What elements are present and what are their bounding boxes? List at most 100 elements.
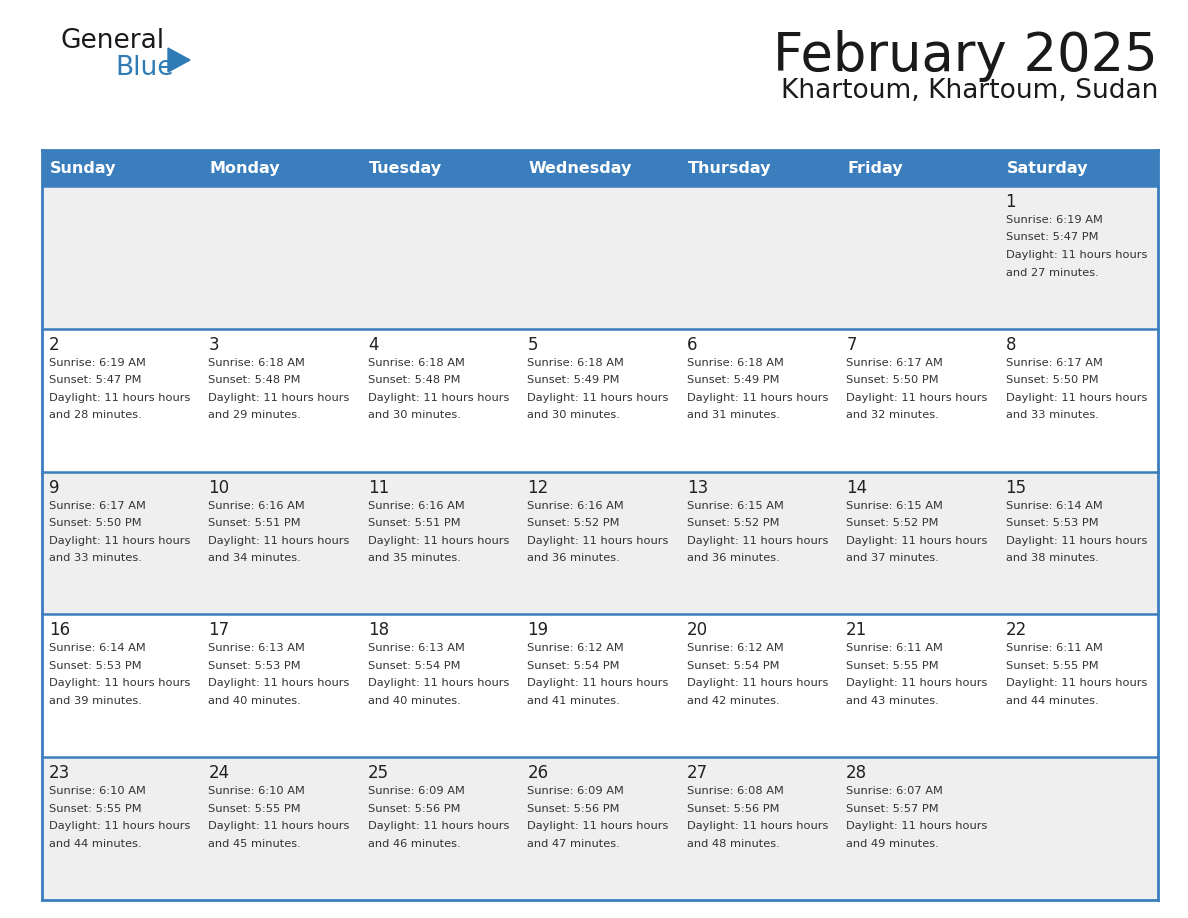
Text: 26: 26 — [527, 764, 549, 782]
Text: and 27 minutes.: and 27 minutes. — [1005, 267, 1099, 277]
Text: Sunset: 5:56 PM: Sunset: 5:56 PM — [527, 803, 620, 813]
Text: and 38 minutes.: and 38 minutes. — [1005, 554, 1099, 563]
Text: Daylight: 11 hours hours: Daylight: 11 hours hours — [208, 393, 349, 403]
Text: Sunrise: 6:13 AM: Sunrise: 6:13 AM — [368, 644, 465, 654]
Text: Sunset: 5:53 PM: Sunset: 5:53 PM — [208, 661, 301, 671]
Text: and 40 minutes.: and 40 minutes. — [368, 696, 461, 706]
Text: 13: 13 — [687, 478, 708, 497]
Text: Daylight: 11 hours hours: Daylight: 11 hours hours — [368, 678, 510, 688]
Text: and 30 minutes.: and 30 minutes. — [368, 410, 461, 420]
Text: Sunset: 5:52 PM: Sunset: 5:52 PM — [687, 518, 779, 528]
Text: Sunrise: 6:15 AM: Sunrise: 6:15 AM — [846, 500, 943, 510]
Text: Thursday: Thursday — [688, 161, 771, 175]
Text: and 30 minutes.: and 30 minutes. — [527, 410, 620, 420]
Text: and 36 minutes.: and 36 minutes. — [527, 554, 620, 563]
Text: Sunrise: 6:18 AM: Sunrise: 6:18 AM — [527, 358, 624, 368]
Text: 15: 15 — [1005, 478, 1026, 497]
Text: Daylight: 11 hours hours: Daylight: 11 hours hours — [687, 822, 828, 831]
Text: Sunrise: 6:12 AM: Sunrise: 6:12 AM — [687, 644, 783, 654]
Text: Sunset: 5:48 PM: Sunset: 5:48 PM — [368, 375, 461, 386]
Text: Sunrise: 6:09 AM: Sunrise: 6:09 AM — [368, 786, 465, 796]
Text: and 44 minutes.: and 44 minutes. — [1005, 696, 1098, 706]
Text: 12: 12 — [527, 478, 549, 497]
Text: Daylight: 11 hours hours: Daylight: 11 hours hours — [687, 535, 828, 545]
Text: and 33 minutes.: and 33 minutes. — [49, 554, 141, 563]
Text: 23: 23 — [49, 764, 70, 782]
Text: Sunday: Sunday — [50, 161, 116, 175]
Text: Sunrise: 6:09 AM: Sunrise: 6:09 AM — [527, 786, 624, 796]
Text: Sunrise: 6:18 AM: Sunrise: 6:18 AM — [687, 358, 784, 368]
Text: Daylight: 11 hours hours: Daylight: 11 hours hours — [49, 678, 190, 688]
Text: Sunset: 5:54 PM: Sunset: 5:54 PM — [527, 661, 620, 671]
Text: Monday: Monday — [209, 161, 280, 175]
Text: Sunset: 5:55 PM: Sunset: 5:55 PM — [846, 661, 939, 671]
Text: Sunset: 5:50 PM: Sunset: 5:50 PM — [846, 375, 939, 386]
Text: and 45 minutes.: and 45 minutes. — [208, 839, 302, 849]
Text: Friday: Friday — [847, 161, 903, 175]
Text: Sunrise: 6:18 AM: Sunrise: 6:18 AM — [368, 358, 465, 368]
Text: Sunset: 5:53 PM: Sunset: 5:53 PM — [1005, 518, 1098, 528]
Text: and 41 minutes.: and 41 minutes. — [527, 696, 620, 706]
Text: Sunrise: 6:08 AM: Sunrise: 6:08 AM — [687, 786, 784, 796]
Text: Daylight: 11 hours hours: Daylight: 11 hours hours — [368, 822, 510, 831]
Text: Daylight: 11 hours hours: Daylight: 11 hours hours — [1005, 250, 1146, 260]
Text: General: General — [61, 28, 164, 54]
Text: Daylight: 11 hours hours: Daylight: 11 hours hours — [368, 535, 510, 545]
Text: Sunrise: 6:19 AM: Sunrise: 6:19 AM — [49, 358, 146, 368]
Text: 17: 17 — [208, 621, 229, 640]
Text: 7: 7 — [846, 336, 857, 353]
Text: and 29 minutes.: and 29 minutes. — [208, 410, 302, 420]
Text: Wednesday: Wednesday — [529, 161, 632, 175]
Text: Daylight: 11 hours hours: Daylight: 11 hours hours — [846, 393, 987, 403]
Text: Sunrise: 6:11 AM: Sunrise: 6:11 AM — [1005, 644, 1102, 654]
Text: Sunrise: 6:16 AM: Sunrise: 6:16 AM — [368, 500, 465, 510]
Text: 18: 18 — [368, 621, 388, 640]
Text: 20: 20 — [687, 621, 708, 640]
Bar — [42, 472, 1158, 614]
Text: Daylight: 11 hours hours: Daylight: 11 hours hours — [846, 535, 987, 545]
Text: Sunrise: 6:11 AM: Sunrise: 6:11 AM — [846, 644, 943, 654]
Text: 28: 28 — [846, 764, 867, 782]
Text: and 42 minutes.: and 42 minutes. — [687, 696, 779, 706]
Text: and 40 minutes.: and 40 minutes. — [208, 696, 302, 706]
Text: Sunrise: 6:16 AM: Sunrise: 6:16 AM — [527, 500, 624, 510]
Text: Sunset: 5:47 PM: Sunset: 5:47 PM — [1005, 232, 1098, 242]
Text: Daylight: 11 hours hours: Daylight: 11 hours hours — [527, 678, 669, 688]
Text: Khartoum, Khartoum, Sudan: Khartoum, Khartoum, Sudan — [781, 78, 1158, 104]
Text: Daylight: 11 hours hours: Daylight: 11 hours hours — [1005, 393, 1146, 403]
Text: and 43 minutes.: and 43 minutes. — [846, 696, 939, 706]
Text: and 49 minutes.: and 49 minutes. — [846, 839, 939, 849]
Text: Sunset: 5:55 PM: Sunset: 5:55 PM — [49, 803, 141, 813]
Text: Sunrise: 6:14 AM: Sunrise: 6:14 AM — [1005, 500, 1102, 510]
Text: Daylight: 11 hours hours: Daylight: 11 hours hours — [527, 822, 669, 831]
Text: Sunrise: 6:15 AM: Sunrise: 6:15 AM — [687, 500, 784, 510]
Text: Daylight: 11 hours hours: Daylight: 11 hours hours — [687, 678, 828, 688]
Text: 21: 21 — [846, 621, 867, 640]
Text: Daylight: 11 hours hours: Daylight: 11 hours hours — [1005, 678, 1146, 688]
Bar — [42, 329, 1158, 472]
Text: Sunrise: 6:07 AM: Sunrise: 6:07 AM — [846, 786, 943, 796]
Bar — [42, 186, 1158, 329]
Text: and 39 minutes.: and 39 minutes. — [49, 696, 141, 706]
Polygon shape — [168, 48, 190, 72]
Text: Daylight: 11 hours hours: Daylight: 11 hours hours — [846, 678, 987, 688]
Text: 3: 3 — [208, 336, 219, 353]
Bar — [42, 614, 1158, 757]
Text: and 46 minutes.: and 46 minutes. — [368, 839, 461, 849]
Text: 6: 6 — [687, 336, 697, 353]
Text: Sunrise: 6:13 AM: Sunrise: 6:13 AM — [208, 644, 305, 654]
Text: Daylight: 11 hours hours: Daylight: 11 hours hours — [527, 535, 669, 545]
Text: Daylight: 11 hours hours: Daylight: 11 hours hours — [49, 393, 190, 403]
Text: 14: 14 — [846, 478, 867, 497]
Text: and 36 minutes.: and 36 minutes. — [687, 554, 779, 563]
Text: Daylight: 11 hours hours: Daylight: 11 hours hours — [49, 822, 190, 831]
Text: Sunset: 5:50 PM: Sunset: 5:50 PM — [49, 518, 141, 528]
Text: Sunset: 5:57 PM: Sunset: 5:57 PM — [846, 803, 939, 813]
Text: Daylight: 11 hours hours: Daylight: 11 hours hours — [1005, 535, 1146, 545]
Text: Sunset: 5:55 PM: Sunset: 5:55 PM — [208, 803, 301, 813]
Text: 19: 19 — [527, 621, 549, 640]
Text: Sunrise: 6:17 AM: Sunrise: 6:17 AM — [1005, 358, 1102, 368]
Text: and 32 minutes.: and 32 minutes. — [846, 410, 939, 420]
Text: 16: 16 — [49, 621, 70, 640]
Text: Sunset: 5:55 PM: Sunset: 5:55 PM — [1005, 661, 1098, 671]
